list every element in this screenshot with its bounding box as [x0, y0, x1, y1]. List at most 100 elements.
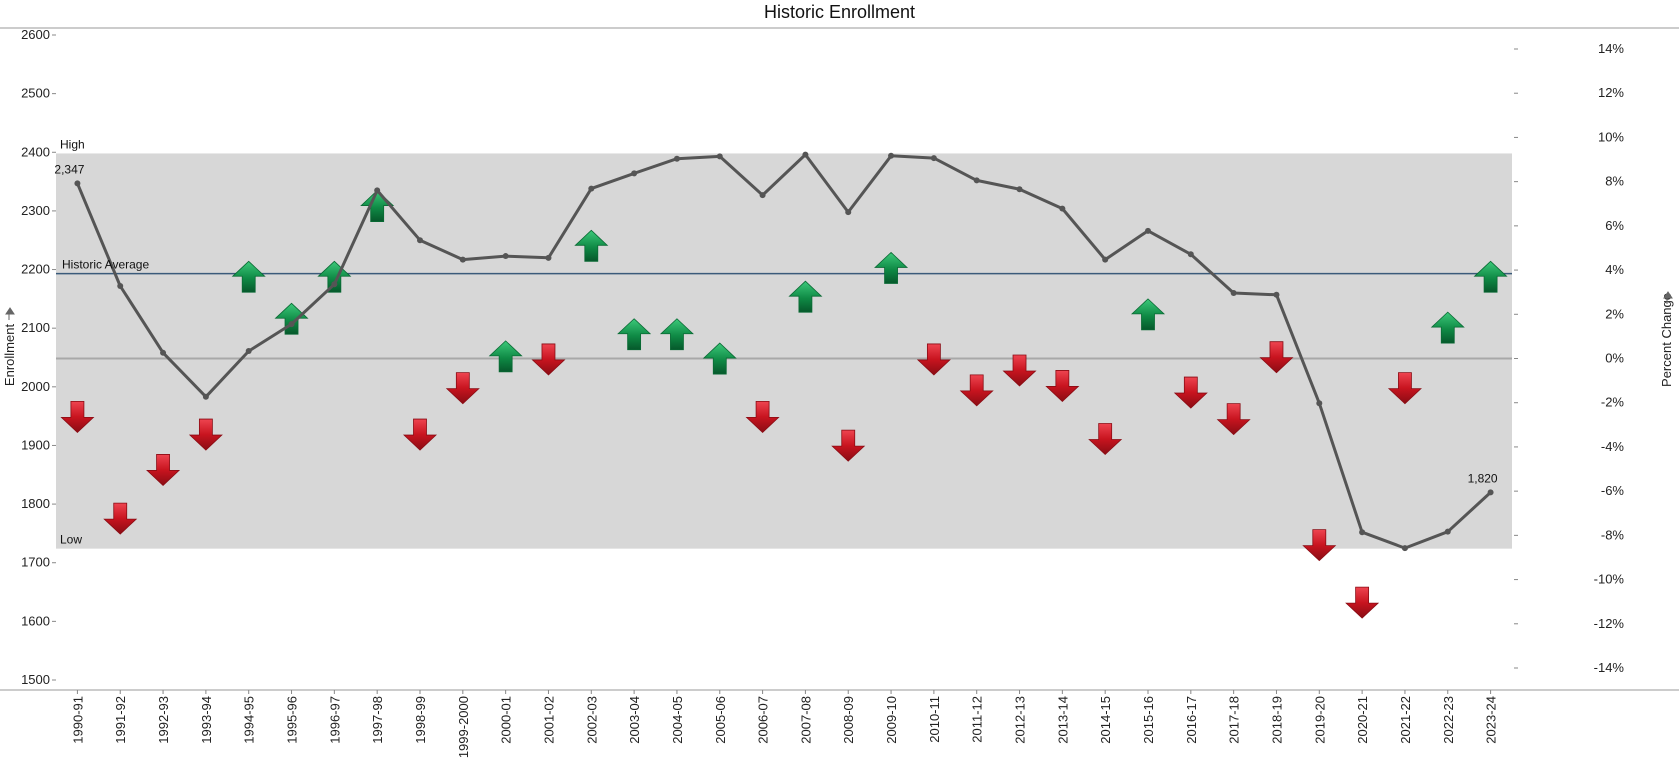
historic-average-label: Historic Average — [62, 258, 149, 272]
pin-icon — [5, 307, 15, 320]
x-tick-label: 2003-04 — [627, 696, 642, 744]
y2-tick-label: 8% — [1605, 174, 1624, 189]
increase-arrow — [574, 229, 609, 262]
y2-tick-label: -4% — [1601, 439, 1625, 454]
increase-arrow — [617, 318, 652, 351]
enrollment-point — [417, 237, 423, 244]
x-tick-label: 2000-01 — [499, 696, 514, 744]
x-tick-label: 2014-15 — [1098, 696, 1113, 744]
enrollment-point — [1487, 489, 1494, 496]
decrease-arrow — [1345, 586, 1380, 619]
enrollment-point — [1316, 400, 1323, 407]
x-tick-label: 2022-23 — [1441, 696, 1456, 744]
decrease-arrow — [1173, 376, 1208, 409]
y2-tick-label: -2% — [1601, 395, 1625, 410]
increase-arrow — [702, 342, 737, 375]
decrease-arrow — [188, 418, 223, 451]
decrease-arrow — [1045, 370, 1080, 402]
x-tick-label: 1993-94 — [199, 696, 214, 744]
enrollment-line — [76, 153, 1492, 550]
enrollment-point — [1230, 290, 1237, 296]
enrollment-point — [1401, 545, 1408, 552]
y-tick-label: 2100 — [21, 320, 50, 335]
y2-axis-title: Percent Change — [1659, 293, 1674, 387]
increase-arrow — [274, 302, 309, 335]
x-tick-label: 2007-08 — [798, 696, 813, 744]
x-tick-label: 2016-17 — [1184, 696, 1199, 744]
enrollment-point — [1016, 186, 1023, 193]
decrease-arrow — [402, 418, 438, 451]
x-tick-label: 2011-12 — [970, 696, 985, 743]
x-tick-label: 2004-05 — [670, 696, 685, 744]
enrollment-point — [331, 281, 338, 288]
y-tick-label: 1800 — [21, 496, 50, 511]
decrease-arrow — [831, 429, 866, 462]
x-tick-label: 2009-10 — [884, 696, 899, 744]
decrease-arrow — [1259, 341, 1294, 374]
y2-tick-label: 14% — [1598, 41, 1624, 56]
increase-arrow — [874, 251, 909, 284]
y2-tick-label: 0% — [1605, 351, 1624, 366]
y2-tick-label: 2% — [1605, 306, 1624, 321]
enrollment-point — [588, 185, 595, 192]
y-tick-label: 1600 — [21, 613, 50, 628]
x-tick-label: 1994-95 — [242, 696, 257, 744]
y-tick-label: 2200 — [21, 262, 50, 277]
y-tick-label: 2400 — [21, 144, 50, 159]
x-tick-label: 2015-16 — [1141, 696, 1156, 744]
y2-tick-label: -6% — [1601, 483, 1625, 498]
x-tick-label: 1996-97 — [327, 696, 342, 744]
enrollment-point — [845, 209, 852, 216]
enrollment-point — [1102, 256, 1109, 263]
x-tick-label: 2001-02 — [541, 696, 556, 744]
increase-arrow — [1473, 260, 1508, 293]
band-low-label: Low — [60, 533, 82, 547]
x-tick-label: 2020-21 — [1355, 696, 1370, 744]
data-label: 2,347 — [54, 162, 84, 176]
x-tick-label: 1992-93 — [156, 696, 171, 744]
enrollment-point — [631, 170, 638, 177]
enrollment-point — [673, 155, 680, 162]
increase-arrow — [788, 280, 823, 313]
y-tick-label: 1900 — [21, 437, 50, 452]
chart-title: Historic Enrollment — [763, 2, 916, 22]
decrease-arrow — [745, 401, 780, 433]
y-tick-label: 2300 — [21, 203, 50, 218]
enrollment-point — [759, 192, 766, 199]
x-tick-label: 2013-14 — [1055, 696, 1070, 744]
decrease-arrow — [445, 372, 480, 405]
decrease-arrow — [916, 343, 951, 376]
enrollment-point — [973, 177, 980, 184]
enrollment-point — [459, 256, 466, 263]
decrease-arrow — [1216, 403, 1251, 436]
x-tick-label: 2023-24 — [1484, 696, 1499, 744]
x-tick-label: 1995-96 — [285, 696, 300, 744]
data-label: 1,820 — [1468, 471, 1498, 485]
enrollment-point — [502, 253, 509, 260]
x-tick-label: 2019-20 — [1312, 696, 1327, 744]
y2-tick-label: 10% — [1598, 129, 1624, 144]
y-tick-label: 2500 — [21, 86, 50, 101]
enrollment-point — [117, 282, 124, 289]
x-tick-label: 1998-99 — [413, 696, 428, 744]
decrease-arrow — [1387, 372, 1422, 405]
enrollment-point — [888, 152, 895, 159]
x-tick-label: 2012-13 — [1013, 696, 1028, 744]
x-tick-label: 2010-11 — [927, 696, 942, 743]
enrollment-point — [716, 153, 723, 160]
y2-tick-label: -10% — [1594, 572, 1625, 587]
decrease-arrow — [1002, 354, 1037, 387]
enrollment-point — [1145, 227, 1151, 234]
band-high-label: High — [60, 137, 85, 151]
y-axis-title: Enrollment — [2, 324, 17, 387]
decrease-arrow — [60, 401, 95, 433]
y2-tick-label: 4% — [1605, 262, 1624, 277]
enrollment-point — [545, 254, 552, 261]
enrollment-point — [1444, 528, 1451, 535]
x-tick-label: 2005-06 — [713, 696, 728, 744]
increase-arrow — [1130, 298, 1166, 331]
enrollment-point — [1359, 529, 1366, 536]
y-tick-label: 1700 — [21, 555, 50, 570]
pin-icon — [1663, 291, 1673, 304]
y2-tick-label: -14% — [1594, 660, 1625, 675]
